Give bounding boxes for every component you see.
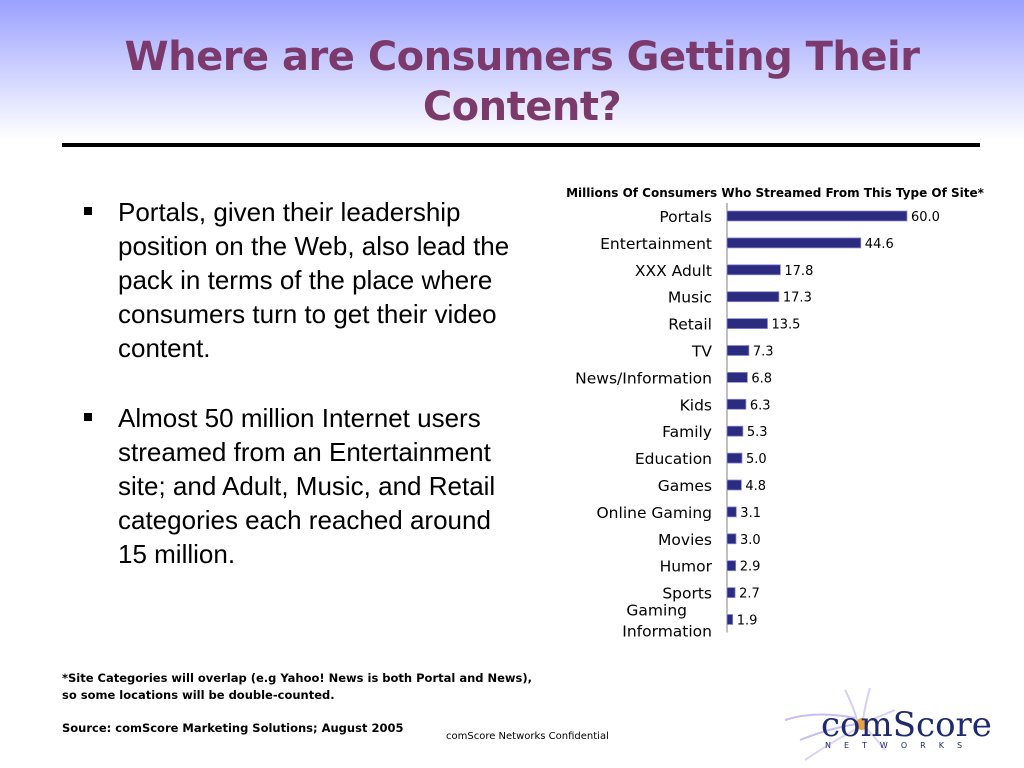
comscore-logo: comScore NETWORKS: [784, 687, 992, 761]
chart-bar: [726, 560, 737, 572]
chart-bar: [726, 210, 908, 222]
bar-value-label: 2.9: [740, 560, 761, 575]
category-label: Movies: [658, 531, 712, 549]
chart-bar: [726, 371, 748, 383]
bullet-list: Portals, given their leadership position…: [80, 195, 510, 607]
bar-value-label: 17.3: [783, 291, 812, 306]
category-label: TV: [691, 343, 712, 361]
bar-chart: Millions Of Consumers Who Streamed From …: [540, 180, 1010, 645]
chart-bar: [726, 506, 737, 518]
bar-value-label: 60.0: [911, 210, 940, 225]
bar-value-label: 3.0: [740, 533, 761, 548]
category-label: News/Information: [575, 369, 712, 387]
chart-bar: [726, 479, 742, 491]
bar-value-label: 1.9: [737, 614, 758, 629]
footnote-line: *Site Categories will overlap (e.g Yahoo…: [62, 671, 533, 685]
bar-value-label: 6.8: [751, 371, 772, 386]
bullet-text: Almost 50 million Internet users streame…: [118, 403, 496, 569]
source-note: Source: comScore Marketing Solutions; Au…: [62, 721, 404, 735]
logo-tagline: NETWORKS: [825, 741, 975, 750]
bar-value-label: 44.6: [865, 237, 894, 252]
category-label: Gaming Information: [622, 602, 712, 641]
chart-bar: [726, 533, 737, 545]
bar-value-label: 7.3: [753, 345, 774, 360]
bullet-item: Almost 50 million Internet users streame…: [80, 401, 510, 571]
chart-bar: [726, 345, 750, 356]
bullet-item: Portals, given their leadership position…: [80, 195, 510, 365]
category-label: Games: [658, 477, 712, 495]
logo-wordmark: comScore: [821, 705, 992, 745]
title-divider: [62, 143, 980, 147]
confidential-note: comScore Networks Confidential: [446, 731, 609, 742]
chart-bar: [726, 237, 862, 249]
category-label: Music: [668, 289, 712, 307]
slide-title: Where are Consumers Getting Their Conten…: [124, 34, 920, 130]
footnote-line: so some locations will be double-counted…: [62, 688, 335, 702]
category-label: Kids: [680, 396, 712, 414]
category-label: Retail: [668, 316, 712, 334]
bar-value-label: 5.3: [747, 425, 768, 440]
square-bullet-icon: [84, 207, 92, 215]
bar-value-label: 6.3: [750, 398, 771, 413]
chart-bar: [726, 614, 734, 625]
square-bullet-icon: [84, 413, 92, 421]
chart-canvas: 60.0 Portals 44.6 Entertainment 17.8 XXX Adul…: [575, 203, 940, 641]
bar-value-label: 3.1: [740, 506, 761, 521]
footnote: *Site Categories will overlap (e.g Yahoo…: [62, 670, 582, 704]
category-label: Education: [635, 450, 712, 468]
category-label: Entertainment: [600, 235, 712, 253]
bar-value-label: 5.0: [746, 452, 767, 467]
chart-bar: [726, 291, 780, 303]
chart-bar: [726, 398, 747, 410]
bar-value-label: 2.7: [739, 587, 760, 602]
chart-bar: [726, 452, 743, 464]
category-label: Sports: [662, 585, 712, 603]
bar-value-label: 4.8: [745, 479, 766, 494]
bar-value-label: 13.5: [772, 318, 801, 333]
chart-bar: [726, 318, 768, 330]
chart-title: Millions Of Consumers Who Streamed From …: [566, 186, 984, 200]
category-label: Family: [662, 423, 712, 441]
chart-bar: [726, 425, 744, 437]
chart-bar: [726, 264, 781, 276]
bar-value-label: 17.8: [784, 264, 813, 279]
swirl-icon: [784, 687, 896, 761]
category-label: Humor: [660, 558, 713, 576]
category-label: Portals: [659, 208, 712, 226]
category-label: Online Gaming: [596, 504, 712, 522]
header-background: [0, 0, 1024, 140]
chart-bar: [726, 587, 736, 599]
category-label: XXX Adult: [635, 262, 712, 280]
bullet-text: Portals, given their leadership position…: [118, 197, 510, 363]
